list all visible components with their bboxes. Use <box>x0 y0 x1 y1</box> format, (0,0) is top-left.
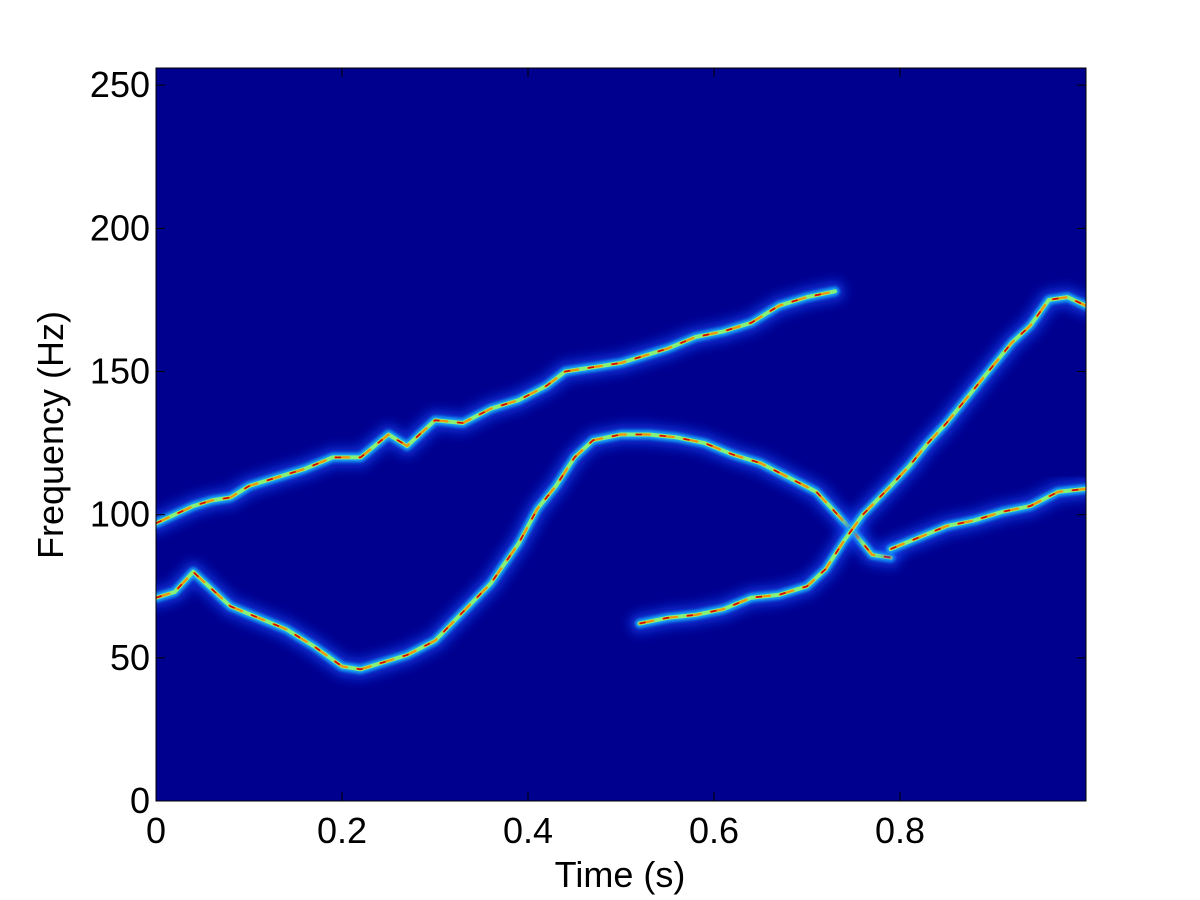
x-tick-label: 0.2 <box>317 810 367 851</box>
y-tick-label: 100 <box>90 494 150 535</box>
y-tick-label: 250 <box>90 64 150 105</box>
ridge-1 <box>156 280 846 535</box>
y-axis-ticks: 0 50 100 150 200 250 <box>90 64 1086 821</box>
y-axis-title: Frequency (Hz) <box>30 311 71 559</box>
x-axis-ticks: 0 0.2 0.4 0.6 0.8 <box>146 68 925 851</box>
heatmap-layer <box>156 280 1086 681</box>
x-tick-label: 0.4 <box>503 810 553 851</box>
ridge-2 <box>156 423 902 681</box>
y-tick-label: 50 <box>110 637 150 678</box>
x-tick-label: 0.6 <box>689 810 739 851</box>
y-tick-label: 200 <box>90 207 150 248</box>
y-tick-label: 0 <box>130 780 150 821</box>
y-tick-label: 150 <box>90 351 150 392</box>
ridge-3 <box>628 286 1086 635</box>
plot-frame <box>155 67 1087 802</box>
ridge-4 <box>879 477 1086 560</box>
x-tick-label: 0 <box>146 810 166 851</box>
x-tick-label: 0.8 <box>875 810 925 851</box>
x-axis-title: Time (s) <box>555 854 686 895</box>
